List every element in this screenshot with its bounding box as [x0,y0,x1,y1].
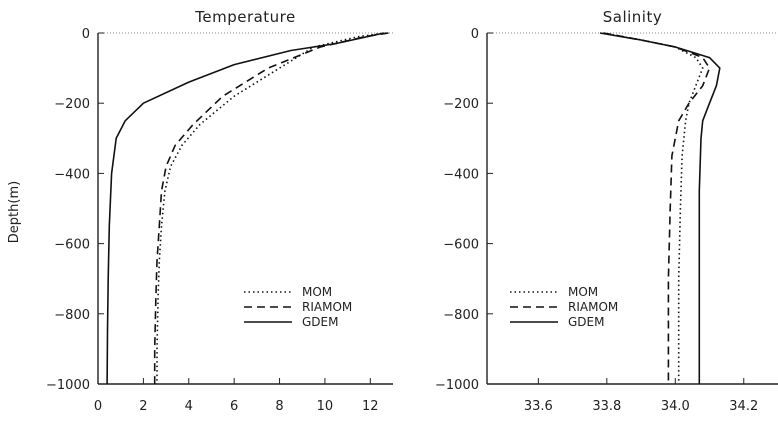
legend-label: RIAMOM [302,300,352,314]
legend-label: RIAMOM [568,300,618,314]
y-tick-label: −600 [443,238,479,253]
x-tick-label: 6 [230,399,238,414]
y-tick-label: −800 [54,308,90,323]
series-line-gdem [106,32,385,385]
y-tick-label: 0 [82,27,90,42]
y-tick-label: 0 [471,27,479,42]
temperature-panel: Temperature 0 −200 −400 −600 −800 −1000 0 2 4 6 8 10… [46,8,393,414]
y-tick-label: −200 [443,97,479,112]
series-line-riamom [153,32,389,384]
legend-label: MOM [568,285,598,299]
y-tick-label: −200 [54,97,90,112]
y-tick-label: −600 [54,238,90,253]
x-tick-label: 2 [139,399,147,414]
legend-label: GDEM [568,315,604,329]
x-tick-label: 8 [275,399,283,414]
salinity-panel: Salinity 0 −200 −400 −600 −800 −1000 33.6 33.8 34… [435,8,778,414]
y-tick-label: −1000 [435,378,479,393]
series-line-mom [156,32,387,384]
x-tick-label: 4 [185,399,193,414]
x-tick-label: 34.2 [729,399,758,414]
y-tick-label: −400 [443,167,479,182]
legend-label: GDEM [302,315,338,329]
chart-title: Temperature [194,8,296,26]
y-tick-label: −1000 [46,378,90,393]
x-tick-label: 33.6 [524,399,553,414]
series-line-mom [603,32,704,384]
y-tick-label: −800 [443,308,479,323]
x-tick-label: 10 [317,399,334,414]
x-tick-label: 34.0 [661,399,690,414]
x-tick-label: 0 [94,399,102,414]
y-tick-label: −400 [54,167,90,182]
y-axis-label: Depth(m) [7,181,22,243]
chart-title: Salinity [603,8,662,26]
x-tick-label: 12 [362,399,379,414]
series-line-riamom [603,32,711,384]
series-line-gdem [599,32,721,384]
x-tick-label: 33.8 [592,399,621,414]
legend-label: MOM [302,285,332,299]
